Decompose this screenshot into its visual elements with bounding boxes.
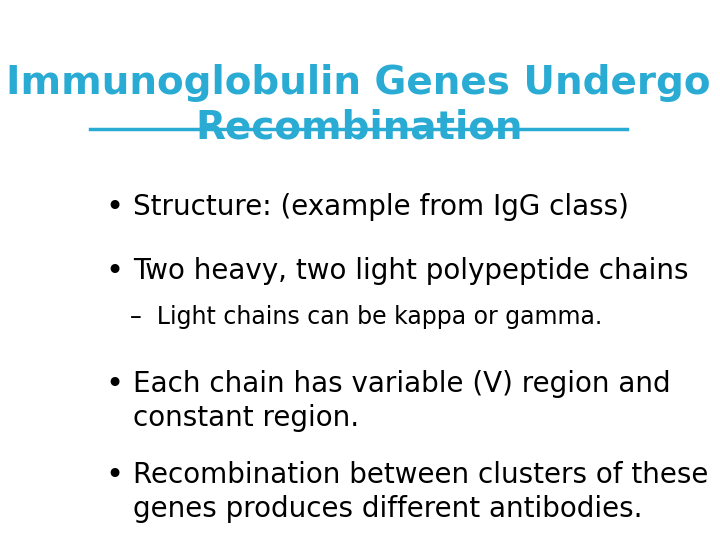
Text: Immunoglobulin Genes Undergo
Recombination: Immunoglobulin Genes Undergo Recombinati… [6,64,711,146]
Text: Recombination between clusters of these
genes produces different antibodies.: Recombination between clusters of these … [133,461,708,523]
Text: •: • [106,257,124,286]
Text: Structure: (example from IgG class): Structure: (example from IgG class) [133,193,629,221]
Text: Each chain has variable (V) region and
constant region.: Each chain has variable (V) region and c… [133,369,671,432]
Text: •: • [106,193,124,222]
Text: •: • [106,369,124,399]
Text: Two heavy, two light polypeptide chains: Two heavy, two light polypeptide chains [133,257,689,285]
Text: •: • [106,461,124,490]
Text: –  Light chains can be kappa or gamma.: – Light chains can be kappa or gamma. [130,305,603,329]
